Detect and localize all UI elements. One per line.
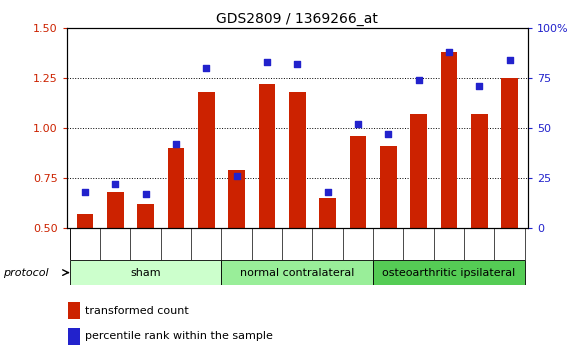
Text: osteoarthritic ipsilateral: osteoarthritic ipsilateral [382,268,516,278]
Bar [441,52,457,228]
Bar [229,170,245,228]
Bar [471,114,488,228]
Bar [137,204,154,228]
Bar [168,148,184,228]
Point [353,121,362,127]
Text: percentile rank within the sample: percentile rank within the sample [85,331,273,341]
Text: sham: sham [130,268,161,278]
Point [202,65,211,71]
Point [141,192,150,197]
Point [232,173,241,179]
Point [383,131,393,137]
Text: normal contralateral: normal contralateral [240,268,354,278]
Bar [350,136,366,228]
Bar [501,78,518,228]
Point [171,142,180,147]
Point [292,62,302,67]
Bar [380,146,397,228]
Bar [410,114,427,228]
Point [444,50,454,55]
Point [80,189,89,195]
Bar [198,92,215,228]
FancyBboxPatch shape [70,260,222,285]
Point [474,84,484,89]
Bar [319,198,336,228]
Point [323,189,332,195]
Bar [107,192,124,228]
Title: GDS2809 / 1369266_at: GDS2809 / 1369266_at [216,12,378,26]
Bar [289,92,306,228]
Bar [77,214,93,228]
Bar [68,302,80,319]
FancyBboxPatch shape [222,260,373,285]
Bar [259,84,276,228]
Point [414,78,423,83]
Point [111,182,120,187]
Point [505,57,514,63]
Bar [68,328,80,345]
FancyBboxPatch shape [373,260,525,285]
Point [262,59,271,65]
Text: protocol: protocol [3,268,49,278]
Text: transformed count: transformed count [85,306,189,316]
